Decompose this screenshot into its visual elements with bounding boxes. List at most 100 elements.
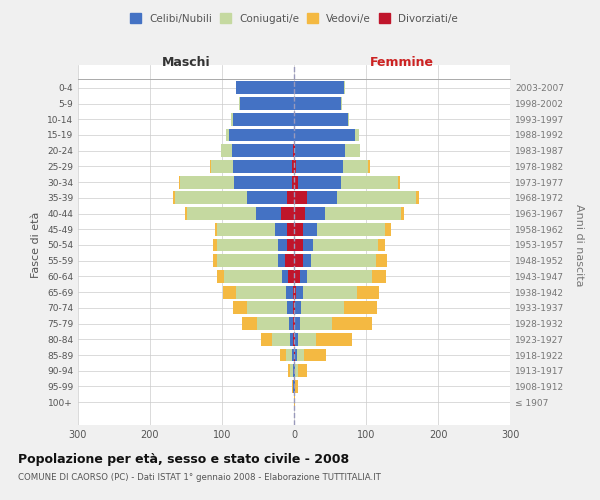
Bar: [297, 348, 304, 362]
Bar: [211, 160, 233, 173]
Bar: [295, 364, 298, 377]
Bar: [293, 286, 294, 298]
Y-axis label: Fasce di età: Fasce di età: [31, 212, 41, 278]
Bar: [233, 302, 247, 314]
Bar: [293, 144, 294, 157]
Bar: [295, 317, 300, 330]
Bar: [294, 270, 300, 283]
Bar: [298, 176, 341, 188]
Bar: [232, 144, 293, 157]
Bar: [337, 192, 416, 204]
Bar: [294, 317, 295, 330]
Bar: [275, 223, 287, 235]
Bar: [344, 82, 345, 94]
Bar: [288, 270, 294, 283]
Bar: [242, 317, 257, 330]
Bar: [294, 128, 355, 141]
Bar: [300, 270, 307, 283]
Bar: [295, 144, 345, 157]
Bar: [272, 333, 290, 346]
Bar: [294, 176, 298, 188]
Bar: [217, 238, 278, 252]
Bar: [294, 223, 302, 235]
Bar: [343, 160, 368, 173]
Legend: Celibi/Nubili, Coniugati/e, Vedovi/e, Divorziati/e: Celibi/Nubili, Coniugati/e, Vedovi/e, Di…: [127, 10, 461, 26]
Bar: [224, 270, 282, 283]
Bar: [280, 348, 286, 362]
Bar: [236, 286, 286, 298]
Bar: [341, 176, 398, 188]
Y-axis label: Anni di nascita: Anni di nascita: [574, 204, 584, 286]
Bar: [278, 254, 286, 267]
Bar: [304, 348, 326, 362]
Bar: [325, 207, 401, 220]
Bar: [294, 160, 296, 173]
Bar: [287, 223, 294, 235]
Bar: [292, 176, 294, 188]
Bar: [294, 333, 295, 346]
Bar: [223, 286, 236, 298]
Bar: [294, 380, 295, 393]
Bar: [296, 286, 304, 298]
Bar: [226, 128, 229, 141]
Bar: [295, 302, 301, 314]
Bar: [247, 302, 287, 314]
Bar: [332, 317, 372, 330]
Bar: [210, 160, 211, 173]
Bar: [294, 364, 295, 377]
Bar: [179, 176, 180, 188]
Bar: [217, 254, 278, 267]
Bar: [293, 364, 294, 377]
Bar: [256, 207, 281, 220]
Bar: [294, 207, 305, 220]
Bar: [368, 160, 370, 173]
Text: Maschi: Maschi: [161, 56, 211, 69]
Bar: [294, 348, 295, 362]
Bar: [311, 254, 376, 267]
Bar: [175, 192, 247, 204]
Bar: [304, 286, 358, 298]
Bar: [298, 333, 316, 346]
Bar: [214, 254, 217, 267]
Bar: [293, 333, 294, 346]
Bar: [372, 270, 386, 283]
Bar: [317, 223, 385, 235]
Bar: [313, 238, 378, 252]
Bar: [173, 192, 175, 204]
Bar: [236, 82, 294, 94]
Bar: [217, 223, 275, 235]
Bar: [294, 144, 295, 157]
Bar: [247, 192, 287, 204]
Bar: [282, 270, 288, 283]
Bar: [385, 223, 391, 235]
Bar: [302, 238, 313, 252]
Bar: [187, 207, 256, 220]
Text: Femmine: Femmine: [370, 56, 434, 69]
Bar: [292, 380, 293, 393]
Bar: [217, 270, 224, 283]
Bar: [358, 286, 379, 298]
Bar: [289, 317, 293, 330]
Bar: [214, 238, 217, 252]
Bar: [288, 364, 290, 377]
Bar: [302, 254, 311, 267]
Bar: [355, 128, 359, 141]
Bar: [295, 380, 298, 393]
Bar: [295, 348, 297, 362]
Bar: [294, 97, 341, 110]
Bar: [240, 97, 294, 110]
Bar: [294, 302, 295, 314]
Bar: [294, 254, 302, 267]
Bar: [344, 302, 377, 314]
Bar: [294, 396, 295, 408]
Bar: [316, 333, 352, 346]
Bar: [286, 254, 294, 267]
Bar: [302, 223, 317, 235]
Bar: [293, 302, 294, 314]
Bar: [398, 176, 400, 188]
Text: COMUNE DI CAORSO (PC) - Dati ISTAT 1° gennaio 2008 - Elaborazione TUTTITALIA.IT: COMUNE DI CAORSO (PC) - Dati ISTAT 1° ge…: [18, 472, 381, 482]
Bar: [293, 317, 294, 330]
Bar: [233, 113, 294, 126]
Bar: [287, 238, 294, 252]
Bar: [292, 160, 294, 173]
